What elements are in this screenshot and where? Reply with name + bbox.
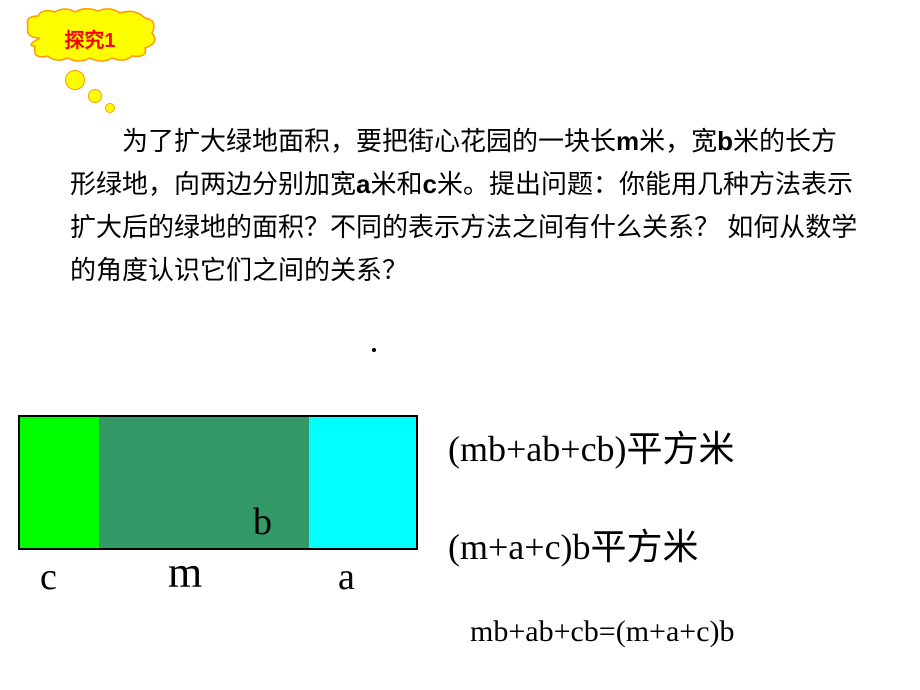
diagram: b c m a	[18, 415, 418, 615]
cloud-bubble	[105, 103, 115, 113]
formula-1-unit: 平方米	[627, 429, 735, 469]
cloud-bubble	[88, 89, 102, 103]
rect-container	[18, 415, 418, 550]
formula-2: (m+a+c)b平方米	[448, 518, 699, 570]
formula-1-math: (mb+ab+cb)	[448, 429, 627, 469]
label-a: a	[338, 555, 355, 599]
rect-c	[20, 417, 99, 548]
label-b: b	[253, 500, 272, 544]
thought-cloud: 探究1	[20, 8, 160, 78]
cloud-label: 探究1	[20, 24, 160, 53]
formula-2-math: (m+a+c)b	[448, 527, 591, 567]
label-c: c	[40, 555, 57, 599]
formula-3: mb+ab+cb=(m+a+c)b	[470, 615, 735, 649]
cloud-bubble	[65, 70, 85, 90]
rect-a	[309, 417, 416, 548]
problem-text: 为了扩大绿地面积，要把街心花园的一块长m米，宽b米的长方形绿地，向两边分别加宽a…	[70, 120, 860, 292]
formula-2-unit: 平方米	[591, 527, 699, 567]
label-m: m	[168, 547, 202, 598]
formula-1: (mb+ab+cb)平方米	[448, 420, 735, 472]
rect-m	[99, 417, 309, 548]
center-dot	[372, 348, 376, 352]
